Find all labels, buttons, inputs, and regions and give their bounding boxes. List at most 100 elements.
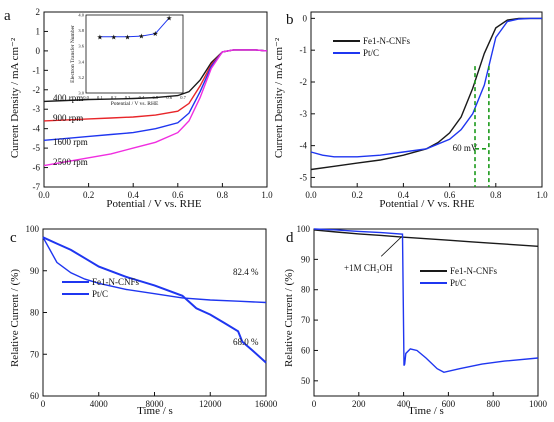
panel-a-xtick-label: 0.6 bbox=[172, 190, 184, 200]
legend-b-fe1: Fe1-N-CNFs bbox=[363, 36, 411, 46]
panel-d-xtick-label: 0 bbox=[312, 399, 317, 409]
panel-a-ytick-label: -5 bbox=[33, 143, 41, 153]
panel-a-ytick-label: 1 bbox=[36, 26, 41, 36]
panel-b-ytick-label: -5 bbox=[300, 172, 308, 182]
panel-d-ytick-label: 60 bbox=[301, 345, 311, 355]
legend-d-fe1: Fe1-N-CNFs bbox=[450, 266, 498, 276]
inset-ytick-label: 3.4 bbox=[78, 59, 84, 64]
panel-d-ytick-label: 100 bbox=[297, 224, 311, 234]
panel-c: 0 4000 8000 12000 16000 60 70 80 90 100 bbox=[26, 224, 278, 409]
panel-d-xtick-label: 800 bbox=[486, 399, 500, 409]
panel-a-xlabel: Potential / V vs. RHE bbox=[106, 198, 202, 210]
curve-label-1600rpm: 1600 rpm bbox=[53, 137, 88, 147]
panel-b-xtick-label: 0.8 bbox=[490, 190, 502, 200]
panel-d-ytick-label: 90 bbox=[301, 254, 311, 264]
inset-xtick-label: 0.6 bbox=[166, 95, 172, 100]
panel-a-ytick-label: -1 bbox=[33, 65, 41, 75]
panel-d-ylabel: Relative Current / (%) bbox=[283, 269, 295, 367]
panel-c-xlabel: Time / s bbox=[137, 405, 173, 417]
inset-point: ★ bbox=[97, 33, 103, 41]
panel-b-ytick-label: -4 bbox=[300, 141, 308, 151]
panel-b-xtick-label: 0.6 bbox=[444, 190, 456, 200]
inset-xtick-label: 0.5 bbox=[152, 95, 158, 100]
inset-xtick-label: 0.4 bbox=[139, 95, 145, 100]
panel-b-xtick-label: 0.4 bbox=[398, 190, 410, 200]
panel-c-series-fe1-n-cnfs bbox=[42, 236, 267, 304]
inset-line bbox=[99, 17, 170, 38]
panel-b-ylabel: Current Density / mA cm⁻² bbox=[273, 37, 285, 158]
panel-a-ylabel: Current Density / mA cm⁻² bbox=[9, 37, 21, 158]
inset-point: ★ bbox=[124, 33, 130, 41]
panel-d-series-fe1-n-cnfs bbox=[313, 229, 539, 247]
panel-a-xtick-label: 0.4 bbox=[128, 190, 140, 200]
panel-c-ytick-label: 70 bbox=[30, 349, 40, 359]
panel-a-ytick-label: 0 bbox=[36, 46, 41, 56]
inset-ytick-label: 4.0 bbox=[78, 13, 84, 18]
annotation-methanol: +1M CH₃OH bbox=[344, 263, 393, 273]
annotation-82-4: 82.4 % bbox=[233, 267, 259, 277]
panel-a-series-2500rpm bbox=[43, 49, 268, 167]
panel-d-ytick-label: 70 bbox=[301, 315, 311, 325]
panel-a-frame bbox=[43, 11, 268, 188]
panel-b-ytick-label: -1 bbox=[300, 45, 308, 55]
panel-c-xtick-label: 0 bbox=[41, 399, 46, 409]
inset-point: ★ bbox=[166, 15, 172, 23]
panel-c-xtick-label: 8000 bbox=[146, 399, 165, 409]
inset-xtick-label: 0.2 bbox=[111, 95, 117, 100]
legend-c-ptc: Pt/C bbox=[92, 289, 108, 299]
inset-point: ★ bbox=[111, 33, 117, 41]
panel-a-xtick-label: 0.8 bbox=[217, 190, 229, 200]
curve-label-400rpm: 400 rpm bbox=[53, 93, 83, 103]
panel-b-xlabel: Potential / V vs. RHE bbox=[379, 198, 475, 210]
panel-a-xtick-label: 1.0 bbox=[261, 190, 273, 200]
inset-point: ★ bbox=[152, 30, 158, 38]
panel-d-xtick-label: 200 bbox=[352, 399, 366, 409]
legend-c-fe1: Fe1-N-CNFs bbox=[92, 277, 140, 287]
inset-xtick-label: 0.3 bbox=[125, 95, 131, 100]
panel-a: 0.0 0.2 0.4 0.6 0.8 1.0 -7 -6 -5 -4 -3 -2 -1 0 1 2 ★ ★ ★ ★ ★… bbox=[33, 7, 274, 200]
panel-c-xtick-label: 16000 bbox=[255, 399, 278, 409]
methanol-pointer bbox=[380, 236, 403, 257]
panel-c-label: c bbox=[10, 230, 17, 246]
panel-b: 0.0 0.2 0.4 0.6 0.8 1.0 -5 -4 -3 -2 -1 0 bbox=[300, 11, 548, 200]
legend-b-ptc: Pt/C bbox=[363, 48, 379, 58]
panel-d-label: d bbox=[286, 230, 294, 246]
panel-c-ytick-label: 60 bbox=[30, 391, 40, 401]
panel-b-label: b bbox=[286, 12, 294, 28]
panel-d-ytick-label: 50 bbox=[301, 376, 311, 386]
panel-d-ytick-label: 80 bbox=[301, 285, 311, 295]
curve-label-900rpm: 900 rpm bbox=[53, 113, 83, 123]
inset-xtick-label: 0.7 bbox=[180, 95, 186, 100]
panel-c-xtick-label: 12000 bbox=[199, 399, 222, 409]
panel-a-xtick-label: 0.0 bbox=[38, 190, 50, 200]
inset-point: ★ bbox=[138, 33, 144, 41]
panel-d-xtick-label: 400 bbox=[397, 399, 411, 409]
inset-frame bbox=[85, 14, 184, 94]
panel-b-xtick-label: 1.0 bbox=[536, 190, 548, 200]
panel-a-ytick-label: -4 bbox=[33, 124, 41, 134]
inset-ytick-label: 3.0 bbox=[78, 91, 84, 96]
inset-ylabel: Electron Transfer Number bbox=[69, 25, 76, 83]
legend-d-ptc: Pt/C bbox=[450, 278, 466, 288]
panel-b-ytick-label: -3 bbox=[300, 109, 308, 119]
panel-a-ytick-label: -6 bbox=[33, 163, 41, 173]
inset-ytick-label: 3.2 bbox=[78, 75, 84, 80]
panel-c-ylabel: Relative Current / (%) bbox=[9, 269, 21, 367]
inset-ytick-label: 3.8 bbox=[78, 28, 84, 33]
panel-d-xlabel: Time / s bbox=[408, 405, 444, 417]
panel-a-xtick-label: 0.2 bbox=[83, 190, 94, 200]
panel-b-xtick-label: 0.0 bbox=[305, 190, 317, 200]
curve-label-2500rpm: 2500 rpm bbox=[53, 157, 88, 167]
inset-xtick-label: 0.0 bbox=[83, 95, 89, 100]
panel-c-ytick-label: 100 bbox=[26, 224, 40, 234]
annotation-68-0: 68.0 % bbox=[233, 337, 259, 347]
panel-b-series-fe1-n-cnfs bbox=[310, 17, 542, 171]
panel-a-ytick-label: -3 bbox=[33, 104, 41, 114]
panel-d-series-ptc bbox=[313, 228, 539, 374]
panel-d-xtick-label: 600 bbox=[442, 399, 456, 409]
inset-ytick-label: 3.6 bbox=[78, 44, 84, 49]
annotation-60mv: 60 mV bbox=[453, 143, 478, 153]
panel-d-frame bbox=[313, 228, 539, 397]
panel-b-frame bbox=[310, 11, 543, 188]
